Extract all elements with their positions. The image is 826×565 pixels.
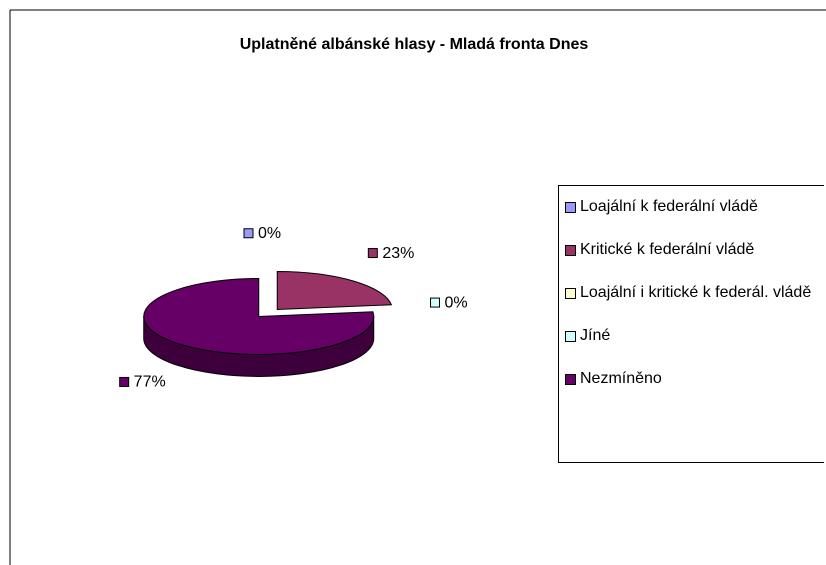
legend-label: Jíné [580,327,611,344]
legend-item: Kritické k federální vládě [565,239,824,260]
chart-title: Uplatněné albánské hlasy - Mladá fronta … [240,36,589,53]
legend-swatch [565,245,576,256]
legend-label: Kritické k federální vládě [580,241,755,258]
label-marker [119,376,130,387]
legend-item: Jíné [565,325,824,346]
legend-label: Loajální i kritické k federál. vládě [580,284,812,301]
label-marker [243,228,254,239]
legend-item: Loajální k federální vládě [565,196,824,217]
data-label: 23% [382,245,414,262]
legend-swatch [565,202,576,213]
slice [276,271,393,311]
legend-label: Loajální k federální vládě [580,198,758,215]
legend-swatch [565,331,576,342]
data-label: 0% [445,294,468,311]
slice [143,277,375,355]
legend-item: Nezmíněno [565,368,824,389]
legend: Loajální k federální vládě Kritické k fed… [558,185,824,463]
legend-item: Loajální i kritické k federál. vládě [565,282,824,303]
legend-swatch [565,288,576,299]
data-label: 77% [134,374,166,391]
data-label: 0% [258,225,281,242]
legend-label: Nezmíněno [580,370,662,387]
label-marker [367,248,378,259]
label-marker [430,297,441,308]
legend-swatch [565,374,576,385]
